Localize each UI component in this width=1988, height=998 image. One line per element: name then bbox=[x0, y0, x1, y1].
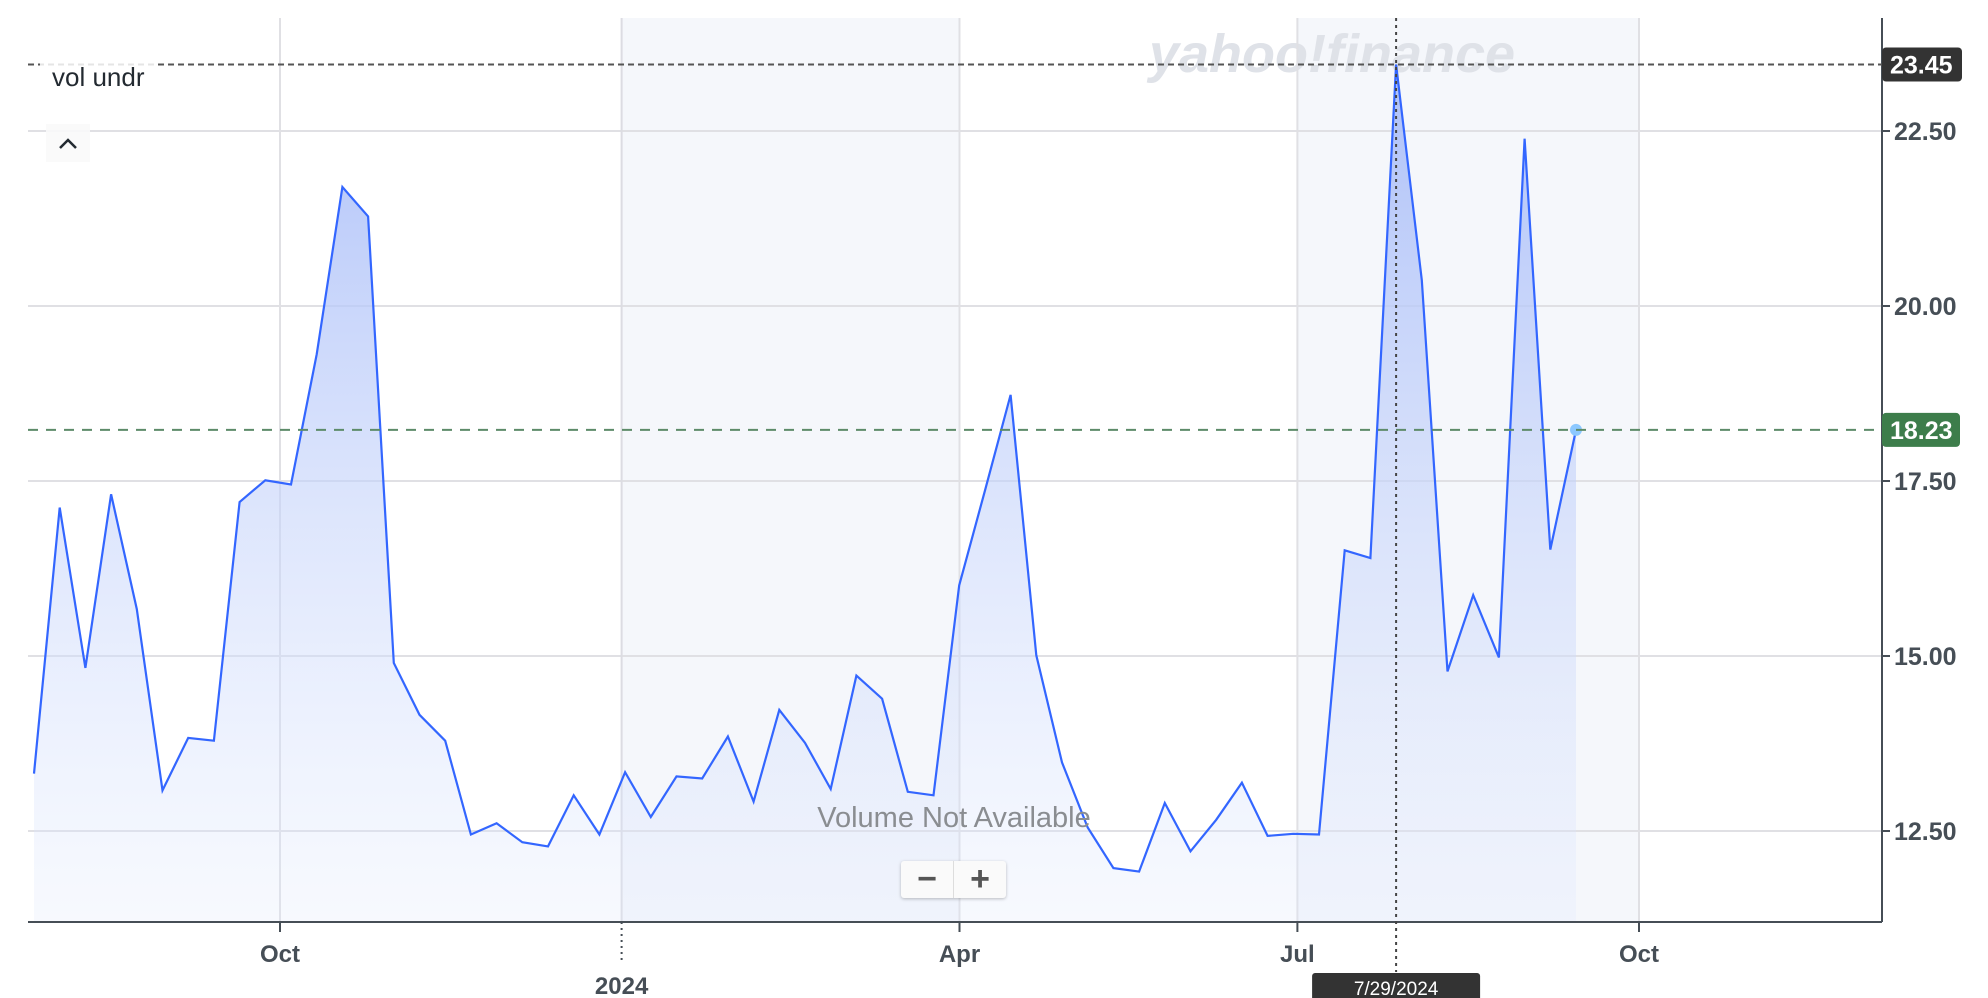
crosshair-value-badge bbox=[1882, 47, 1962, 82]
y-tick-label: 12.50 bbox=[1894, 818, 1957, 846]
y-tick-label: 20.00 bbox=[1894, 293, 1957, 321]
x-tick-label: Apr bbox=[939, 941, 980, 968]
x-tick-label: Oct bbox=[1619, 941, 1659, 968]
series-area bbox=[34, 64, 1576, 922]
crosshair-date-badge bbox=[1312, 973, 1481, 998]
y-tick-label: 22.50 bbox=[1894, 118, 1957, 146]
zoom-in-button[interactable]: + bbox=[953, 860, 1006, 898]
x-tick-label: 2024 bbox=[595, 973, 649, 998]
crosshair-value-label: 23.45 bbox=[1890, 52, 1953, 80]
chevron-up-icon bbox=[59, 138, 77, 149]
y-tick-label: 17.50 bbox=[1894, 468, 1957, 496]
series-line bbox=[32, 64, 1578, 873]
zoom-out-button[interactable]: − bbox=[917, 860, 937, 898]
x-tick-label: Oct bbox=[260, 941, 300, 968]
legend-collapse-button[interactable] bbox=[46, 124, 90, 162]
crosshair-date-label: 7/29/2024 bbox=[1354, 979, 1439, 998]
y-tick-label: 15.00 bbox=[1894, 643, 1957, 671]
series-legend-label: vol undr bbox=[40, 58, 157, 97]
yahoo-finance-watermark: yahoo!finance bbox=[1146, 24, 1515, 84]
current-value-label: 18.23 bbox=[1890, 417, 1953, 445]
current-value-badge bbox=[1882, 412, 1960, 447]
zoom-controls: − + bbox=[901, 860, 1006, 898]
volume-not-available-text: Volume Not Available bbox=[817, 802, 1091, 834]
x-tick-label: Jul bbox=[1280, 941, 1315, 968]
